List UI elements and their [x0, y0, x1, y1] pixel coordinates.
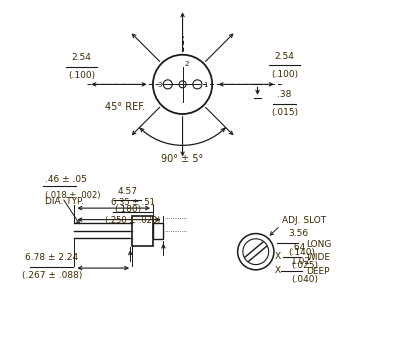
Text: .46 ± .05: .46 ± .05	[45, 175, 87, 184]
Text: DIA. TYP.: DIA. TYP.	[45, 197, 84, 205]
Text: LONG: LONG	[306, 239, 332, 248]
Text: 90° ± 5°: 90° ± 5°	[162, 154, 204, 164]
Text: 2.54: 2.54	[72, 54, 92, 62]
Text: (.267 ± .088): (.267 ± .088)	[22, 271, 82, 280]
Text: 2.54: 2.54	[274, 52, 294, 61]
Text: 6.78 ± 2.24: 6.78 ± 2.24	[25, 253, 78, 262]
Text: (.180): (.180)	[114, 205, 141, 214]
Bar	[132, 216, 153, 246]
Text: ADJ. SLOT: ADJ. SLOT	[282, 216, 326, 224]
Text: 4.57: 4.57	[118, 187, 138, 196]
Text: WIDE: WIDE	[306, 253, 330, 262]
Text: 45° REF.: 45° REF.	[105, 102, 145, 112]
Text: 6.35 ± .51: 6.35 ± .51	[111, 198, 155, 208]
Text: 3: 3	[157, 82, 162, 88]
Text: (.018 ± .002): (.018 ± .002)	[45, 191, 100, 200]
Text: 1: 1	[204, 82, 208, 88]
Text: X: X	[275, 252, 281, 261]
Text: 1.02: 1.02	[291, 257, 311, 266]
Text: (.250 ± .020): (.250 ± .020)	[105, 217, 160, 225]
Text: (.040): (.040)	[291, 275, 318, 285]
Text: (.140): (.140)	[288, 247, 315, 257]
Text: X: X	[275, 266, 281, 275]
Text: 3.56: 3.56	[288, 230, 308, 238]
Text: 2: 2	[184, 61, 189, 67]
Text: (.025): (.025)	[291, 261, 318, 271]
Text: DEEP: DEEP	[306, 267, 330, 276]
Text: (.100): (.100)	[68, 71, 95, 80]
Text: (.015): (.015)	[271, 108, 298, 117]
Text: .64: .64	[291, 243, 306, 252]
Bar	[153, 223, 163, 239]
Text: .38: .38	[277, 90, 292, 99]
Text: (.100): (.100)	[271, 70, 298, 79]
